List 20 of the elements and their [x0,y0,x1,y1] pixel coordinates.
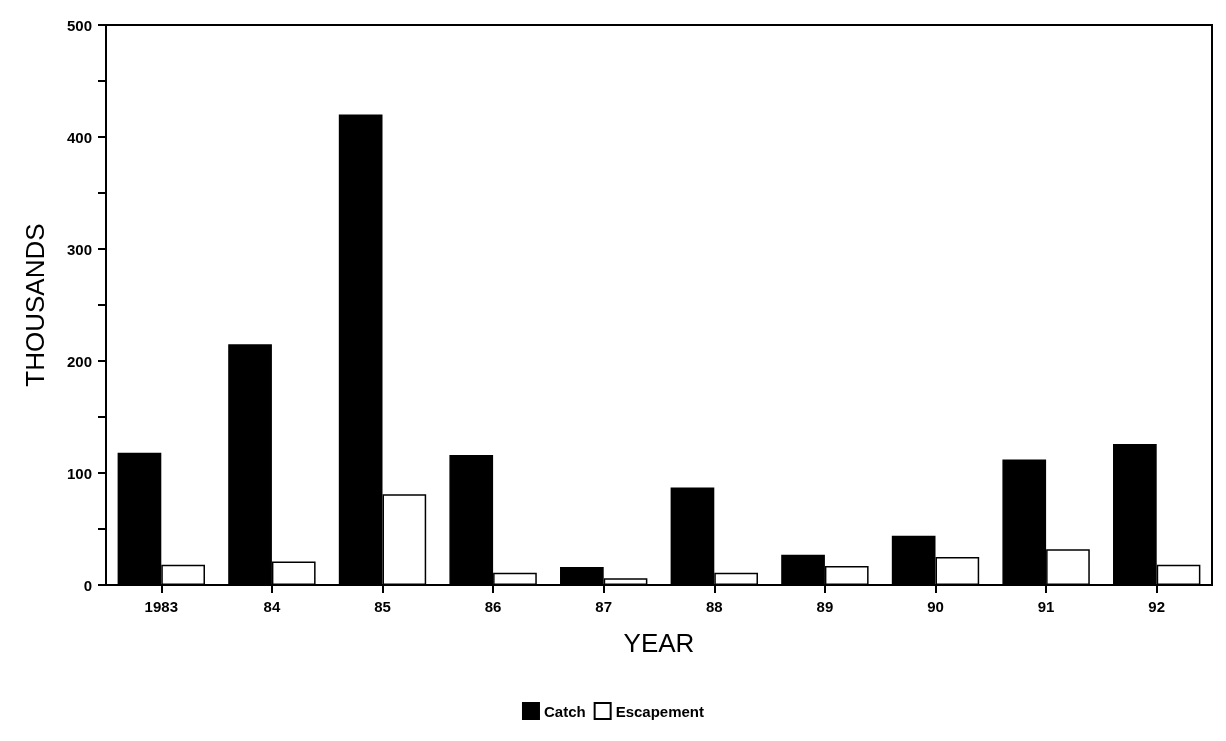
x-tick-label: 86 [484,598,502,615]
x-axis-title: YEAR [623,628,695,658]
x-tick-label: 92 [1148,598,1166,615]
x-tick-label: 90 [927,598,944,615]
x-tick-label: 87 [595,598,613,615]
y-tick-label: 300 [66,240,92,258]
y-tick-label: 500 [66,16,92,34]
y-axis-title: THOUSANDS [20,223,50,387]
x-tick-label: 84 [263,598,281,615]
x-tick-label: 88 [705,598,723,615]
y-tick-label: 100 [66,464,92,482]
legend-label: Escapement [615,702,705,720]
x-tick-label: 89 [816,598,834,615]
y-tick-label: 400 [66,128,92,146]
legend-label: Catch [543,702,586,720]
y-tick-label: 200 [66,352,92,370]
x-tick-label: 85 [374,598,391,615]
y-tick-label: 0 [83,576,92,594]
x-tick-label: 91 [1037,598,1055,615]
x-tick-label: 1983 [144,598,178,615]
